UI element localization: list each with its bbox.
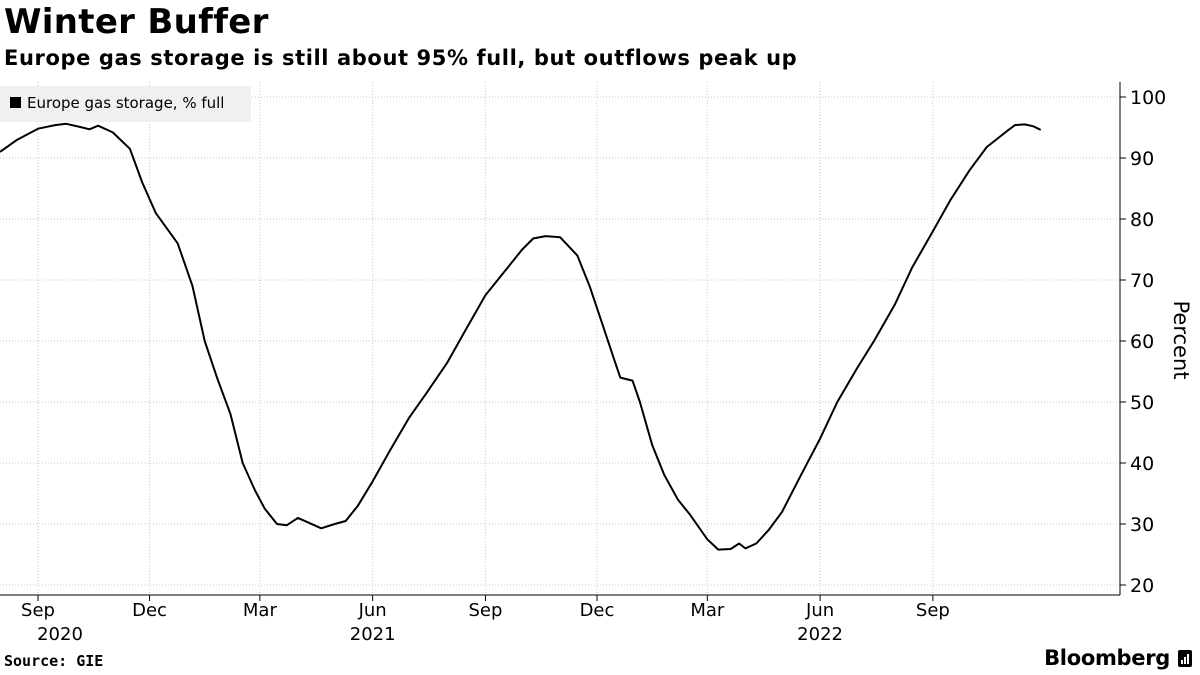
gridlines xyxy=(0,82,1120,595)
x-year-label-2021: 2021 xyxy=(350,624,396,645)
x-tick-label-7: Jun xyxy=(805,600,834,621)
x-tick-label-2: Mar xyxy=(243,600,278,621)
y-tick-label-50: 50 xyxy=(1130,392,1154,414)
series-line-0 xyxy=(0,122,1042,551)
y-tick-label-90: 90 xyxy=(1130,148,1154,170)
y-axis-label: Percent xyxy=(1169,300,1193,379)
x-year-label-2020: 2020 xyxy=(37,624,83,645)
axes: 20 30 40 50 60 70 80 90 100 Sep 2020 Dec Mar Jun 2021 S… xyxy=(0,82,1166,645)
y-tick-label-30: 30 xyxy=(1130,514,1154,536)
legend-box xyxy=(0,86,251,122)
legend-swatch xyxy=(10,97,21,108)
x-tick-label-0: Sep xyxy=(21,600,55,621)
x-tick-label-3: Jun xyxy=(358,600,387,621)
y-tick-label-60: 60 xyxy=(1130,331,1154,353)
y-tick-label-20: 20 xyxy=(1130,575,1154,597)
x-tick-label-1: Dec xyxy=(132,600,167,621)
y-tick-label-100: 100 xyxy=(1130,87,1166,109)
x-tick-label-5: Dec xyxy=(580,600,615,621)
y-tick-label-80: 80 xyxy=(1130,209,1154,231)
brand-logo-text: Bloomberg xyxy=(1044,646,1170,670)
legend-label: Europe gas storage, % full xyxy=(27,94,224,112)
x-tick-label-6: Mar xyxy=(690,600,725,621)
legend: Europe gas storage, % full xyxy=(0,86,251,122)
x-tick-label-4: Sep xyxy=(468,600,502,621)
x-tick-label-8: Sep xyxy=(916,600,950,621)
x-year-label-2022: 2022 xyxy=(797,624,843,645)
chart-title: Winter Buffer xyxy=(4,2,269,42)
y-tick-label-70: 70 xyxy=(1130,270,1154,292)
chart-subtitle: Europe gas storage is still about 95% fu… xyxy=(4,46,798,70)
bloomberg-terminal-icon xyxy=(1178,650,1192,667)
y-tick-label-40: 40 xyxy=(1130,453,1154,475)
series-layer xyxy=(0,122,1042,551)
source-note: Source: GIE xyxy=(4,652,104,670)
